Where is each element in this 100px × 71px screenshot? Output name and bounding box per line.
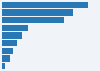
Bar: [2, 17, 64, 23]
Bar: [2, 25, 28, 31]
Bar: [2, 9, 73, 16]
Bar: [2, 63, 5, 69]
Bar: [2, 55, 10, 62]
Bar: [2, 40, 17, 46]
Bar: [2, 2, 88, 8]
Bar: [2, 32, 22, 39]
Bar: [2, 48, 13, 54]
